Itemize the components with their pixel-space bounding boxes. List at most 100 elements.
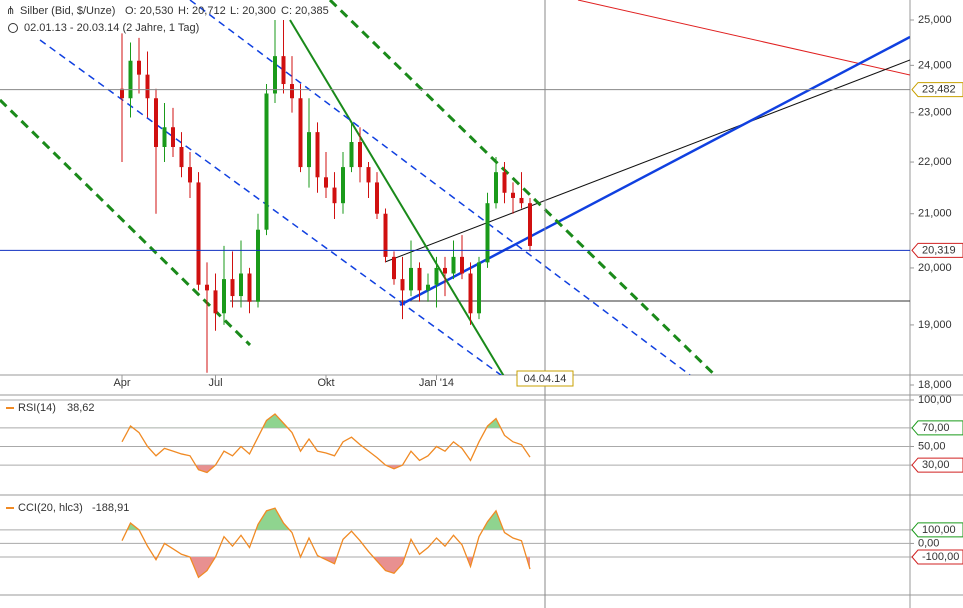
quote: H: 20,712 (178, 5, 226, 17)
candles (120, 20, 532, 373)
candle-body (426, 284, 430, 291)
candle-body (434, 267, 439, 285)
candle-body (273, 56, 277, 94)
candle-body (154, 98, 158, 147)
candle-body (162, 127, 167, 147)
candle-body (417, 267, 422, 291)
candle-body (366, 167, 371, 183)
candle-body (264, 93, 269, 230)
candle-body (205, 284, 209, 291)
candle-body (502, 172, 507, 193)
candle-body (519, 197, 524, 204)
candle-body (315, 132, 320, 178)
candle-body (137, 60, 141, 75)
quote: L: 20,300 (230, 5, 276, 17)
x-tick-label: Apr (113, 377, 130, 389)
y-tick-label: 23,000 (918, 107, 952, 119)
overbought-area (122, 413, 530, 428)
indicator-value: -188,91 (92, 502, 129, 514)
value-badge-label: -100,00 (922, 551, 959, 563)
candle-body (290, 84, 294, 99)
value-badge (911, 522, 963, 538)
trend-line (399, 35, 910, 307)
candle-body (375, 182, 379, 214)
candle-body (281, 56, 286, 85)
clock-icon (8, 23, 18, 33)
candle-body (179, 146, 184, 168)
chart-icon: ⋔ (6, 5, 15, 17)
indicator-title: RSI(14) (18, 402, 56, 414)
crosshair-date: 04.04.14 (524, 373, 567, 385)
quote: O: 20,530 (125, 5, 173, 17)
candle-body (511, 192, 515, 198)
x-tick-label: Okt (317, 377, 334, 389)
candle-body (468, 273, 473, 314)
candle-body (256, 229, 260, 302)
drawings (0, 0, 910, 375)
candle-body (213, 290, 218, 314)
indicator-line (121, 413, 531, 474)
candle-body (477, 262, 481, 314)
candle-body (222, 279, 226, 314)
candle-body (528, 203, 532, 246)
candle-body (451, 256, 456, 274)
y-tick-label: 19,000 (918, 319, 952, 331)
trend-line (289, 19, 505, 375)
y-tick-label: 22,000 (918, 156, 952, 168)
value-badge (911, 242, 963, 258)
x-tick-label: Jan '14 (419, 377, 454, 389)
candle-body (383, 213, 388, 257)
candle-body (443, 267, 447, 274)
indicator-value: 38,62 (67, 402, 95, 414)
candle-body (247, 273, 252, 302)
value-badge (911, 457, 963, 473)
x-tick-label: Jul (208, 377, 222, 389)
chart-subtitle: 02.01.13 - 20.03.14 (2 Jahre, 1 Tag) (24, 22, 199, 34)
channel-line (189, 0, 691, 375)
y-tick-label: 24,000 (918, 59, 952, 71)
candle-body (307, 132, 311, 168)
trend-line (577, 0, 910, 76)
candle-body (171, 127, 175, 147)
candle-body (485, 203, 490, 263)
y-tick-label: 0,00 (918, 537, 939, 549)
y-tick-label: 20,000 (918, 262, 952, 274)
candle-body (324, 177, 328, 188)
candle-body (332, 187, 337, 204)
candle-body (188, 167, 192, 183)
candle-body (358, 142, 362, 168)
value-badge (911, 82, 963, 98)
candle-body (409, 267, 413, 291)
value-badge-label: 30,00 (922, 459, 950, 471)
chart-title: Silber (Bid, $/Unze) (20, 5, 115, 17)
y-tick-label: 18,000 (918, 379, 952, 391)
candle-body (392, 256, 396, 280)
y-tick-label: 21,000 (918, 208, 952, 220)
value-badge-label: 70,00 (922, 422, 950, 434)
value-badge (911, 549, 963, 565)
candle-body (298, 98, 303, 168)
channel-line (0, 98, 252, 347)
value-badge-label: 20,319 (922, 244, 956, 256)
y-tick-label: 25,000 (918, 14, 952, 26)
candle-body (120, 88, 124, 99)
candle-body (494, 172, 498, 204)
candle-body (128, 60, 133, 99)
candle-body (349, 142, 354, 168)
candle-body (341, 167, 345, 204)
candle-body (196, 182, 201, 285)
candle-body (145, 74, 150, 99)
value-badge-label: 100,00 (922, 524, 956, 536)
crosshair-date-box (516, 370, 574, 387)
candle-body (239, 273, 243, 297)
trend-line (384, 59, 910, 263)
indicator-title: CCI(20, hlc3) (18, 502, 83, 514)
candle-body (230, 279, 235, 297)
oversold-area (122, 557, 530, 578)
y-tick-label: 50,00 (918, 440, 946, 452)
value-badge-label: 23,482 (922, 84, 956, 96)
y-tick-label: 100,00 (918, 394, 952, 406)
channel-line (328, 0, 717, 375)
